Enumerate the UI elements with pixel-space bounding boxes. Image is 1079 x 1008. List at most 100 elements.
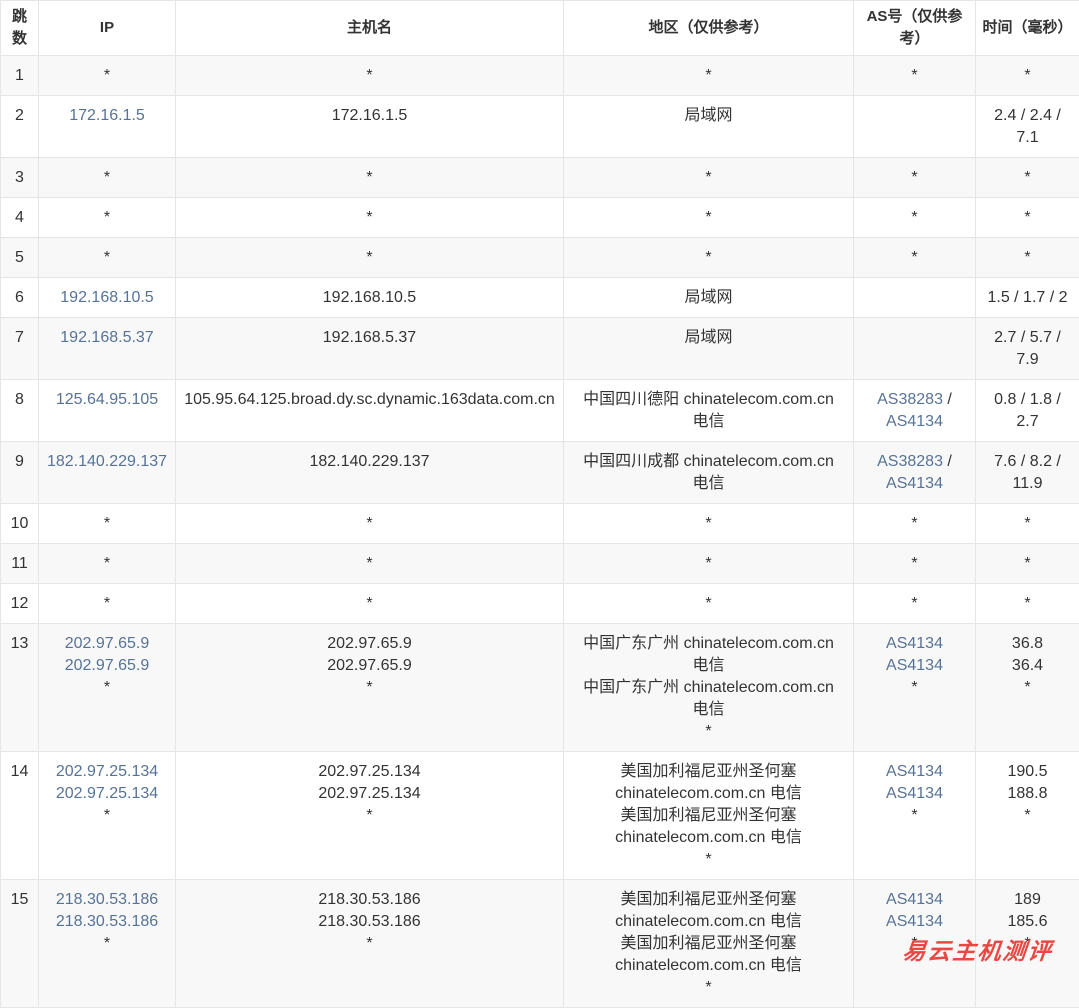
time-text: * (1024, 595, 1030, 612)
region-line: 美国加利福尼亚州圣何塞 chinatelecom.com.cn 电信 (578, 889, 839, 933)
time-line: 1.5 / 1.7 / 2 (982, 287, 1073, 309)
hop-line: 1 (7, 65, 32, 87)
ip-link[interactable]: 218.30.53.186 (56, 891, 158, 908)
host-text: * (366, 679, 372, 696)
ip-line: 218.30.53.186 (45, 911, 169, 933)
hop-row-10: 10***** (1, 504, 1079, 544)
hop-line: 15 (7, 889, 32, 911)
asn-link[interactable]: AS4134 (886, 785, 943, 802)
time-text: 2.4 / 2.4 / 7.1 (994, 107, 1061, 146)
time-text: * (1024, 209, 1030, 226)
time-line: 185.6 (982, 911, 1073, 933)
time-cell: 7.6 / 8.2 / 11.9 (976, 442, 1079, 504)
host-cell: 105.95.64.125.broad.dy.sc.dynamic.163dat… (176, 380, 564, 442)
time-line: 188.8 (982, 783, 1073, 805)
region-text: * (705, 723, 711, 740)
ip-line: 125.64.95.105 (45, 389, 169, 411)
hop-line: 8 (7, 389, 32, 411)
region-cell: 中国四川成都 chinatelecom.com.cn 电信 (564, 442, 854, 504)
host-text: 218.30.53.186 (318, 891, 420, 908)
column-header-time: 时间（毫秒） (976, 1, 1079, 56)
asn-link[interactable]: AS38283 (877, 391, 943, 408)
time-line: * (982, 65, 1073, 87)
asn-line: * (860, 207, 969, 229)
region-text: * (705, 515, 711, 532)
ip-link[interactable]: 182.140.229.137 (47, 453, 167, 470)
column-header-ip: IP (39, 1, 176, 56)
host-line: 105.95.64.125.broad.dy.sc.dynamic.163dat… (182, 389, 557, 411)
time-cell: * (976, 198, 1079, 238)
ip-link[interactable]: 202.97.25.134 (56, 763, 158, 780)
ip-cell: * (39, 238, 176, 278)
hop-line: 10 (7, 513, 32, 535)
time-line: 7.6 / 8.2 / 11.9 (982, 451, 1073, 495)
ip-link[interactable]: 192.168.10.5 (60, 289, 153, 306)
hop-text: 15 (11, 891, 29, 908)
host-cell: 182.140.229.137 (176, 442, 564, 504)
host-text: * (366, 515, 372, 532)
ip-link[interactable]: 172.16.1.5 (69, 107, 145, 124)
region-text: 局域网 (684, 329, 732, 346)
ip-line: * (45, 677, 169, 699)
asn-link[interactable]: AS4134 (886, 891, 943, 908)
region-cell: 局域网 (564, 318, 854, 380)
ip-text: * (104, 169, 110, 186)
host-cell: * (176, 198, 564, 238)
region-text: * (705, 249, 711, 266)
ip-link[interactable]: 202.97.65.9 (65, 657, 150, 674)
column-header-hop: 跳数 (1, 1, 39, 56)
asn-line: AS4134 (860, 783, 969, 805)
ip-line: 202.97.65.9 (45, 633, 169, 655)
host-line: * (182, 207, 557, 229)
hop-text: 4 (15, 209, 24, 226)
hop-cell: 3 (1, 158, 39, 198)
asn-link[interactable]: AS4134 (886, 913, 943, 930)
region-cell: * (564, 544, 854, 584)
host-line: 202.97.65.9 (182, 655, 557, 677)
ip-cell: * (39, 544, 176, 584)
ip-link[interactable]: 202.97.65.9 (65, 635, 150, 652)
region-line: 中国四川德阳 chinatelecom.com.cn 电信 (578, 389, 839, 433)
asn-link[interactable]: AS4134 (886, 413, 943, 430)
asn-cell (854, 96, 976, 158)
asn-link[interactable]: AS4134 (886, 657, 943, 674)
asn-text: * (911, 807, 917, 824)
host-text: * (366, 67, 372, 84)
region-cell: * (564, 238, 854, 278)
asn-cell: * (854, 238, 976, 278)
ip-link[interactable]: 125.64.95.105 (56, 391, 158, 408)
asn-line: * (860, 513, 969, 535)
ip-text: * (104, 807, 110, 824)
asn-text: * (911, 67, 917, 84)
asn-link[interactable]: AS4134 (886, 763, 943, 780)
asn-text: * (911, 515, 917, 532)
ip-link[interactable]: 202.97.25.134 (56, 785, 158, 802)
asn-link[interactable]: AS38283 (877, 453, 943, 470)
asn-link[interactable]: AS4134 (886, 475, 943, 492)
region-text: 美国加利福尼亚州圣何塞 chinatelecom.com.cn 电信 (615, 935, 802, 974)
region-line: 中国四川成都 chinatelecom.com.cn 电信 (578, 451, 839, 495)
region-text: 美国加利福尼亚州圣何塞 chinatelecom.com.cn 电信 (615, 891, 802, 930)
hop-row-11: 11***** (1, 544, 1079, 584)
ip-line: * (45, 65, 169, 87)
host-cell: * (176, 158, 564, 198)
ip-line: * (45, 553, 169, 575)
region-text: 中国广东广州 chinatelecom.com.cn 电信 (583, 679, 834, 718)
asn-link[interactable]: AS4134 (886, 635, 943, 652)
ip-line: * (45, 247, 169, 269)
time-text: 188.8 (1007, 785, 1047, 802)
hop-line: 11 (7, 553, 32, 575)
time-text: * (1024, 67, 1030, 84)
time-text: 36.8 (1012, 635, 1043, 652)
time-text: * (1024, 555, 1030, 572)
region-line: * (578, 593, 839, 615)
region-line: 局域网 (578, 105, 839, 127)
region-line: 美国加利福尼亚州圣何塞 chinatelecom.com.cn 电信 (578, 933, 839, 977)
asn-text: * (911, 555, 917, 572)
time-text: * (1024, 935, 1030, 952)
region-text: 中国四川德阳 chinatelecom.com.cn 电信 (583, 391, 834, 430)
asn-cell: * (854, 584, 976, 624)
ip-link[interactable]: 192.168.5.37 (60, 329, 153, 346)
region-line: * (578, 247, 839, 269)
ip-link[interactable]: 218.30.53.186 (56, 913, 158, 930)
